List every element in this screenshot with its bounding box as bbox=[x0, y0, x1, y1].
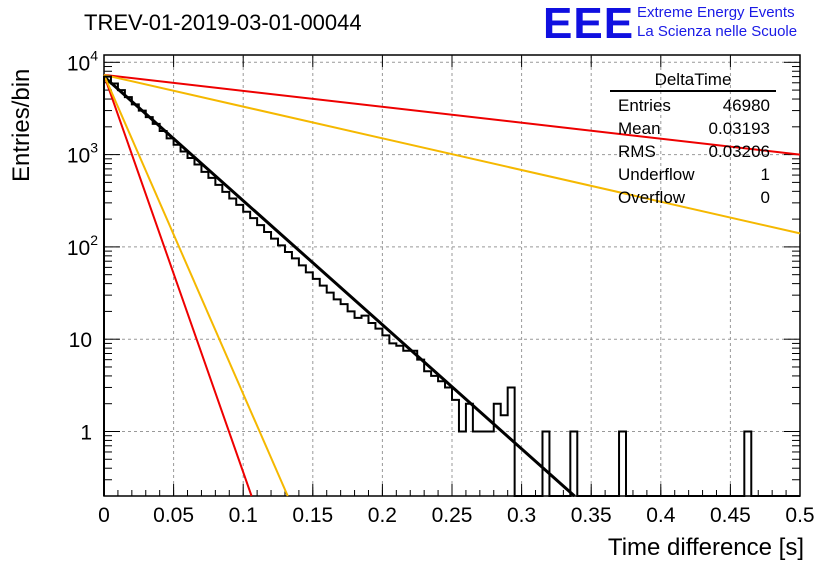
stats-value: 0 bbox=[760, 188, 770, 207]
stats-label: Overflow bbox=[618, 188, 686, 207]
x-axis-ticks: 0 0.05 0.1 0.15 0.2 0.25 0.3 0.35 0.4 0.45 0.5 bbox=[98, 55, 815, 527]
stats-row-mean: Mean 0.03193 bbox=[610, 117, 776, 140]
x-tick-label: 0.3 bbox=[507, 504, 536, 527]
fit-lines bbox=[103, 73, 801, 498]
stats-label: Mean bbox=[618, 119, 661, 138]
x-tick-label: 0 bbox=[98, 504, 110, 527]
x-tick-label: 0.35 bbox=[571, 504, 612, 527]
y-tick-label: 1 bbox=[80, 421, 92, 444]
stats-row-underflow: Underflow 1 bbox=[610, 163, 776, 186]
fit-line bbox=[103, 73, 801, 156]
y-tick-label: 103 bbox=[67, 140, 98, 168]
logo-line-2: La Scienza nelle Scuole bbox=[637, 23, 798, 40]
stats-value: 0.03206 bbox=[708, 142, 770, 161]
stats-row-entries: Entries 46980 bbox=[610, 94, 776, 117]
y-tick-label: 104 bbox=[67, 47, 98, 75]
x-tick-label: 0.5 bbox=[785, 504, 814, 527]
stats-row-overflow: Overflow 0 bbox=[610, 186, 776, 209]
y-tick-label: 102 bbox=[67, 232, 98, 260]
x-tick-label: 0.2 bbox=[368, 504, 397, 527]
stats-value: 1 bbox=[760, 165, 770, 184]
x-tick-label: 0.4 bbox=[646, 504, 676, 527]
x-tick-label: 0.25 bbox=[432, 504, 473, 527]
stats-label: RMS bbox=[618, 142, 656, 161]
fit-line bbox=[103, 74, 253, 497]
y-tick-label: 10 bbox=[69, 329, 92, 352]
stats-title: DeltaTime bbox=[610, 70, 776, 92]
stats-box: DeltaTime Entries 46980 Mean 0.03193 RMS… bbox=[610, 70, 776, 209]
logo-line-1: Extreme Energy Events bbox=[637, 4, 795, 21]
x-tick-label: 0.15 bbox=[292, 504, 333, 527]
histogram bbox=[103, 75, 800, 497]
fit-line bbox=[103, 75, 576, 498]
x-tick-label: 0.1 bbox=[229, 504, 258, 527]
stats-value: 0.03193 bbox=[708, 119, 770, 138]
stats-label: Entries bbox=[618, 96, 671, 115]
stats-value: 46980 bbox=[722, 96, 770, 115]
stats-label: Underflow bbox=[618, 165, 695, 184]
x-tick-label: 0.45 bbox=[710, 504, 751, 527]
fit-line bbox=[103, 73, 801, 235]
fit-line bbox=[103, 74, 289, 497]
stats-row-rms: RMS 0.03206 bbox=[610, 140, 776, 163]
eee-logo: EEE bbox=[543, 0, 635, 48]
y-axis-label: Entries/bin bbox=[8, 68, 35, 182]
x-axis-label: Time difference [s] bbox=[607, 534, 804, 561]
chart-title: TREV-01-2019-03-01-00044 bbox=[84, 10, 362, 35]
x-tick-label: 0.05 bbox=[153, 504, 194, 527]
